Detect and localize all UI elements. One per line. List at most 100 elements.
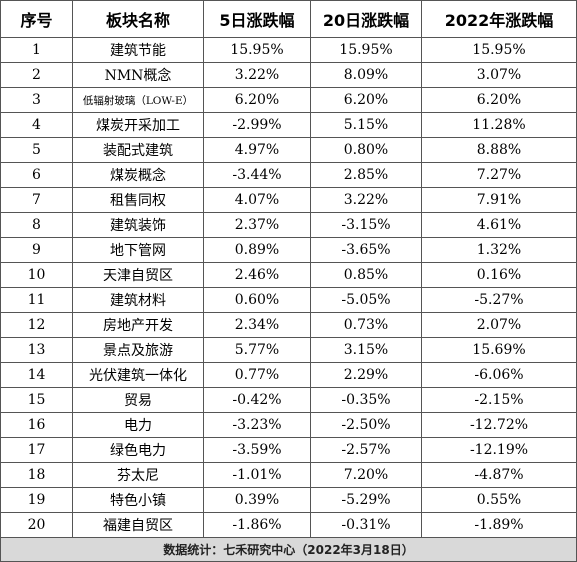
sector-name-cell: 煤炭开采加工 — [72, 112, 204, 138]
change-5day-cell: 4.07% — [203, 187, 311, 213]
change-20day-cell: 8.09% — [310, 62, 422, 88]
table-row: 9 地下管网 0.89% -3.65% 1.32% — [0, 237, 577, 263]
change-20day-cell: 7.20% — [310, 462, 422, 488]
table-row: 10 天津自贸区 2.46% 0.85% 0.16% — [0, 262, 577, 288]
row-index-cell: 20 — [0, 512, 73, 538]
change-20day-cell: -5.29% — [310, 487, 422, 513]
change-20day-cell: 5.15% — [310, 112, 422, 138]
header-sector-name: 板块名称 — [72, 0, 204, 38]
change-2022-cell: -6.06% — [421, 362, 577, 388]
sector-name-cell: 装配式建筑 — [72, 137, 204, 163]
header-index: 序号 — [0, 0, 73, 38]
sector-name-cell: 特色小镇 — [72, 487, 204, 513]
table-row: 6 煤炭概念 -3.44% 2.85% 7.27% — [0, 162, 577, 188]
table-row: 5 装配式建筑 4.97% 0.80% 8.88% — [0, 137, 577, 163]
sector-name-cell: NMN概念 — [72, 62, 204, 88]
change-20day-cell: 2.29% — [310, 362, 422, 388]
sector-name-cell: 天津自贸区 — [72, 262, 204, 288]
change-5day-cell: 3.22% — [203, 62, 311, 88]
change-20day-cell: 6.20% — [310, 87, 422, 113]
sector-name-cell: 房地产开发 — [72, 312, 204, 338]
change-2022-cell: -2.15% — [421, 387, 577, 413]
change-20day-cell: -3.65% — [310, 237, 422, 263]
table-row: 15 贸易 -0.42% -0.35% -2.15% — [0, 387, 577, 413]
change-5day-cell: -2.99% — [203, 112, 311, 138]
footer-row: 数据统计：七禾研究中心（2022年3月18日） — [0, 537, 577, 562]
change-2022-cell: 8.88% — [421, 137, 577, 163]
change-5day-cell: 15.95% — [203, 37, 311, 63]
sector-name-cell: 芬太尼 — [72, 462, 204, 488]
data-source-note: 数据统计：七禾研究中心（2022年3月18日） — [0, 537, 577, 562]
change-5day-cell: -1.86% — [203, 512, 311, 538]
change-5day-cell: 2.37% — [203, 212, 311, 238]
table-row: 12 房地产开发 2.34% 0.73% 2.07% — [0, 312, 577, 338]
change-2022-cell: 2.07% — [421, 312, 577, 338]
table-row: 2 NMN概念 3.22% 8.09% 3.07% — [0, 62, 577, 88]
sector-name-cell: 地下管网 — [72, 237, 204, 263]
change-2022-cell: 6.20% — [421, 87, 577, 113]
change-2022-cell: -12.19% — [421, 437, 577, 463]
sector-name-cell: 低辐射玻璃（LOW-E） — [72, 87, 204, 113]
sector-name-cell: 景点及旅游 — [72, 337, 204, 363]
row-index-cell: 12 — [0, 312, 73, 338]
table-row: 19 特色小镇 0.39% -5.29% 0.55% — [0, 487, 577, 513]
row-index-cell: 8 — [0, 212, 73, 238]
change-2022-cell: 7.91% — [421, 187, 577, 213]
row-index-cell: 17 — [0, 437, 73, 463]
change-5day-cell: 6.20% — [203, 87, 311, 113]
header-5day-change: 5日涨跌幅 — [203, 0, 311, 38]
row-index-cell: 13 — [0, 337, 73, 363]
sector-name-cell: 建筑材料 — [72, 287, 204, 313]
change-5day-cell: -1.01% — [203, 462, 311, 488]
row-index-cell: 7 — [0, 187, 73, 213]
change-20day-cell: 2.85% — [310, 162, 422, 188]
change-2022-cell: -4.87% — [421, 462, 577, 488]
header-20day-change: 20日涨跌幅 — [310, 0, 422, 38]
header-row: 序号 板块名称 5日涨跌幅 20日涨跌幅 2022年涨跌幅 — [0, 0, 577, 38]
table-row: 3 低辐射玻璃（LOW-E） 6.20% 6.20% 6.20% — [0, 87, 577, 113]
table-row: 1 建筑节能 15.95% 15.95% 15.95% — [0, 37, 577, 63]
change-5day-cell: -3.23% — [203, 412, 311, 438]
row-index-cell: 18 — [0, 462, 73, 488]
change-2022-cell: 0.55% — [421, 487, 577, 513]
table-row: 17 绿色电力 -3.59% -2.57% -12.19% — [0, 437, 577, 463]
change-5day-cell: 5.77% — [203, 337, 311, 363]
row-index-cell: 6 — [0, 162, 73, 188]
sector-name-cell: 建筑装饰 — [72, 212, 204, 238]
table-row: 7 租售同权 4.07% 3.22% 7.91% — [0, 187, 577, 213]
change-2022-cell: 3.07% — [421, 62, 577, 88]
change-5day-cell: 0.89% — [203, 237, 311, 263]
change-2022-cell: 11.28% — [421, 112, 577, 138]
table-body: 1 建筑节能 15.95% 15.95% 15.95% 2 NMN概念 3.22% 8.09% 3… — [0, 37, 577, 538]
sector-name-cell: 绿色电力 — [72, 437, 204, 463]
row-index-cell: 2 — [0, 62, 73, 88]
row-index-cell: 19 — [0, 487, 73, 513]
change-5day-cell: 0.39% — [203, 487, 311, 513]
change-2022-cell: -1.89% — [421, 512, 577, 538]
change-5day-cell: 0.77% — [203, 362, 311, 388]
sector-name-cell: 贸易 — [72, 387, 204, 413]
sector-name-cell: 光伏建筑一体化 — [72, 362, 204, 388]
change-5day-cell: 2.34% — [203, 312, 311, 338]
table-row: 16 电力 -3.23% -2.50% -12.72% — [0, 412, 577, 438]
change-2022-cell: 4.61% — [421, 212, 577, 238]
table-row: 18 芬太尼 -1.01% 7.20% -4.87% — [0, 462, 577, 488]
row-index-cell: 10 — [0, 262, 73, 288]
table-row: 8 建筑装饰 2.37% -3.15% 4.61% — [0, 212, 577, 238]
change-20day-cell: 0.73% — [310, 312, 422, 338]
row-index-cell: 1 — [0, 37, 73, 63]
row-index-cell: 16 — [0, 412, 73, 438]
change-2022-cell: 15.95% — [421, 37, 577, 63]
change-5day-cell: -0.42% — [203, 387, 311, 413]
table-row: 4 煤炭开采加工 -2.99% 5.15% 11.28% — [0, 112, 577, 138]
change-2022-cell: -12.72% — [421, 412, 577, 438]
table-row: 20 福建自贸区 -1.86% -0.31% -1.89% — [0, 512, 577, 538]
change-2022-cell: 0.16% — [421, 262, 577, 288]
change-20day-cell: -2.50% — [310, 412, 422, 438]
change-20day-cell: -5.05% — [310, 287, 422, 313]
change-20day-cell: -2.57% — [310, 437, 422, 463]
row-index-cell: 9 — [0, 237, 73, 263]
row-index-cell: 4 — [0, 112, 73, 138]
sector-name-cell: 煤炭概念 — [72, 162, 204, 188]
